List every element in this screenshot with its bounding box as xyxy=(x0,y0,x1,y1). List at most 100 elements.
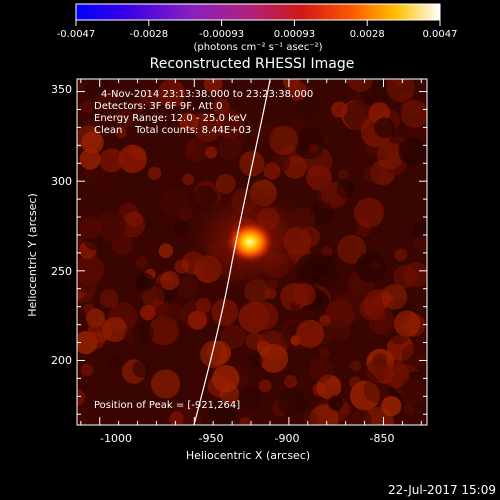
axis-ticks xyxy=(77,79,427,425)
noise-blob xyxy=(95,211,127,242)
info-line: Detectors: 3F 6F 9F, Att 0 xyxy=(94,101,222,112)
noise-blob xyxy=(319,314,331,327)
noise-blob xyxy=(221,324,246,349)
noise-blob xyxy=(337,234,367,264)
noise-blob xyxy=(359,79,389,106)
peak-position-label: Position of Peak = [-921,264] xyxy=(94,400,240,411)
noise-blob xyxy=(133,148,147,162)
noise-blob xyxy=(259,343,289,373)
noise-blob xyxy=(385,79,415,102)
noise-pattern xyxy=(77,79,427,425)
noise-blob xyxy=(160,188,189,216)
noise-blob xyxy=(132,360,151,378)
noise-blob xyxy=(398,137,427,166)
x-axis-label: Heliocentric X (arcsec) xyxy=(186,449,310,462)
noise-blob xyxy=(77,79,88,91)
colorbar-tick-label: -0.00093 xyxy=(199,29,244,40)
noise-blob xyxy=(97,88,119,110)
colorbar-gradient xyxy=(75,3,441,21)
image-plot-area xyxy=(77,79,427,425)
noise-blob xyxy=(203,79,223,93)
noise-blob xyxy=(308,143,319,154)
noise-blob xyxy=(347,79,374,93)
noise-blob xyxy=(325,300,355,329)
noise-blob xyxy=(263,162,281,180)
noise-blob xyxy=(403,262,427,288)
noise-blob xyxy=(239,417,251,425)
noise-blob xyxy=(359,297,384,321)
noise-blob xyxy=(399,378,427,405)
noise-blob xyxy=(350,360,361,372)
noise-blob xyxy=(184,138,209,163)
colorbar-tick-label: -0.0047 xyxy=(57,29,96,40)
noise-blob xyxy=(293,127,326,159)
noise-blob xyxy=(187,310,207,330)
noise-blob xyxy=(193,113,223,143)
y-tick-label: 350 xyxy=(51,83,72,96)
noise-blob xyxy=(142,285,165,309)
noise-blob xyxy=(377,142,404,170)
observation-info: 4-Nov-2014 23:13:38.000 to 23:23:38.000 … xyxy=(94,89,313,136)
noise-blob xyxy=(362,165,380,183)
noise-blob xyxy=(81,131,104,154)
noise-blob xyxy=(394,248,408,262)
noise-blob xyxy=(316,182,346,212)
noise-blob xyxy=(355,251,387,283)
noise-blob xyxy=(157,79,186,108)
noise-blob xyxy=(383,361,410,388)
info-line: Clean Total counts: 8.44E+03 xyxy=(94,125,251,136)
x-tick-label: -850 xyxy=(370,432,395,445)
noise-blob xyxy=(123,326,141,344)
noise-blob xyxy=(81,79,110,94)
noise-blob xyxy=(250,302,279,331)
noise-blob xyxy=(348,409,372,425)
noise-blob xyxy=(212,98,230,115)
image-title: Reconstructed RHESSI Image xyxy=(150,56,355,72)
noise-blob xyxy=(383,326,394,337)
noise-blob xyxy=(119,212,146,238)
noise-blob xyxy=(87,330,106,349)
noise-blob xyxy=(412,220,427,241)
noise-blob xyxy=(328,395,344,411)
colorbar-tick-label: -0.0028 xyxy=(129,29,168,40)
noise-blob xyxy=(331,101,348,118)
noise-blob xyxy=(77,389,86,406)
noise-blob xyxy=(83,303,95,315)
y-tick-label: 250 xyxy=(51,265,72,278)
noise-blob xyxy=(400,100,427,128)
noise-blob xyxy=(215,109,244,139)
noise-blob xyxy=(158,243,174,259)
noise-blob xyxy=(140,304,156,321)
noise-blob xyxy=(238,386,263,411)
noise-blob xyxy=(316,374,342,400)
noise-blob xyxy=(174,259,189,274)
noise-blob xyxy=(321,246,333,257)
noise-blob xyxy=(248,353,263,368)
noise-blob xyxy=(115,110,134,129)
solar-limb xyxy=(193,79,271,425)
noise-blob xyxy=(308,357,334,383)
noise-blob xyxy=(102,317,128,343)
noise-blob xyxy=(413,235,427,252)
noise-blob xyxy=(195,297,212,314)
noise-blob xyxy=(81,101,94,114)
noise-blob xyxy=(77,415,89,425)
noise-blob xyxy=(79,148,101,170)
noise-blob xyxy=(135,256,148,269)
noise-blob xyxy=(319,347,330,358)
colorbar-tick-label: 0.0047 xyxy=(423,29,458,40)
noise-blob xyxy=(193,97,211,116)
noise-blob xyxy=(147,166,162,180)
noise-blob xyxy=(218,136,242,160)
noise-blob xyxy=(268,125,299,155)
colorbar-tick-label: 0.0028 xyxy=(350,29,385,40)
noise-blob xyxy=(135,272,155,291)
noise-blob xyxy=(303,411,318,425)
noise-blob xyxy=(219,383,240,404)
y-tick-label: 200 xyxy=(51,354,72,367)
noise-blob xyxy=(374,117,395,139)
x-tick-label: -900 xyxy=(275,432,300,445)
noise-blob xyxy=(179,112,199,132)
noise-blob xyxy=(169,411,184,425)
noise-blob xyxy=(151,369,181,399)
